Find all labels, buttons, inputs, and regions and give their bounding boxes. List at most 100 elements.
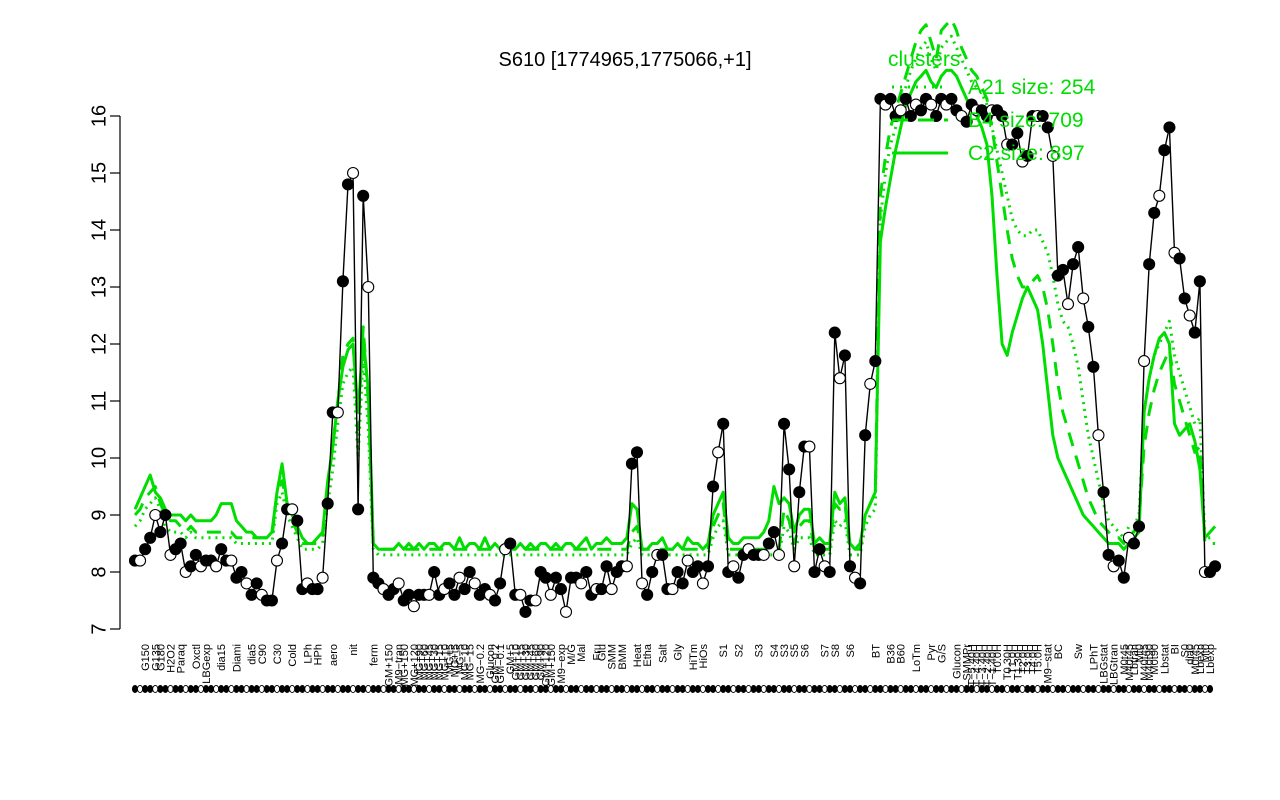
data-point — [1072, 241, 1085, 254]
data-point — [1041, 121, 1054, 134]
data-point — [1112, 554, 1125, 567]
data-point — [341, 178, 355, 191]
rug-marker — [182, 684, 189, 694]
data-point — [864, 377, 877, 390]
data-point — [554, 583, 567, 596]
legend-title: clusters — [888, 48, 960, 71]
rug-marker — [578, 684, 585, 694]
rug-marker — [862, 684, 869, 694]
rug-marker — [689, 684, 696, 694]
rug-marker — [1019, 684, 1026, 694]
rug-marker — [1201, 684, 1208, 694]
rug-marker — [1141, 684, 1148, 694]
data-point — [453, 571, 466, 584]
x-tick-label: S2 — [733, 644, 745, 657]
x-tick-label: LPh — [302, 644, 314, 664]
data-point — [139, 543, 152, 556]
rug-marker — [928, 684, 935, 694]
data-point — [843, 560, 857, 573]
x-tick-label: GM+45 — [526, 644, 538, 680]
rug-marker — [978, 684, 985, 694]
rug-marker — [491, 684, 499, 694]
rug-marker — [400, 684, 407, 694]
rug-marker — [187, 684, 194, 694]
rug-marker — [263, 684, 270, 694]
x-tick-label: MG+150 — [399, 644, 411, 687]
data-point — [519, 605, 532, 618]
rug-marker — [1024, 684, 1031, 694]
data-point — [189, 548, 202, 561]
x-tick-label: M0t90 — [1149, 644, 1161, 675]
rug-marker — [907, 684, 914, 694]
rug-marker — [628, 684, 635, 694]
rug-marker — [309, 684, 316, 694]
rug-marker — [426, 684, 433, 694]
rug-marker — [831, 684, 838, 694]
rug-marker — [334, 684, 341, 694]
x-tick-label: LBGtran — [1109, 644, 1121, 685]
data-point — [1092, 429, 1105, 442]
rug-marker — [253, 684, 260, 694]
rug-marker — [1004, 684, 1011, 694]
data-point — [945, 92, 958, 105]
rug-marker — [162, 684, 169, 694]
data-point — [838, 349, 851, 362]
rug-marker — [664, 684, 671, 694]
rug-marker — [882, 684, 889, 694]
data-point — [184, 560, 197, 573]
x-tick-label: Paraq — [176, 644, 188, 673]
data-point — [559, 605, 573, 618]
data-point — [336, 275, 349, 288]
x-tick-label: B36 — [886, 644, 898, 664]
rug-marker — [329, 684, 336, 694]
rug-marker — [131, 684, 139, 694]
rug-marker — [486, 684, 494, 694]
rug-marker — [395, 684, 402, 694]
x-tick-label: LBGstat — [1099, 644, 1111, 684]
data-point — [854, 577, 867, 590]
rug-marker — [806, 684, 813, 694]
data-point — [904, 109, 917, 123]
x-tick-label: S4 — [769, 644, 781, 657]
rug-marker — [552, 684, 559, 694]
rug-marker — [644, 684, 651, 694]
x-tick-label: GM−0.2 — [490, 644, 502, 683]
x-tick-label: Gly — [673, 644, 685, 661]
rug-marker — [1075, 684, 1082, 694]
legend-label: A21 size: 254 — [968, 76, 1096, 99]
y-tick-label: 10 — [88, 447, 110, 469]
x-tick-label: G180 — [155, 644, 167, 671]
x-tick-label: M40t45 — [1124, 644, 1136, 681]
rug-marker — [319, 684, 326, 694]
data-point — [1082, 320, 1095, 333]
data-point — [701, 560, 715, 573]
y-tick-label: 13 — [88, 276, 110, 298]
data-point — [707, 480, 720, 493]
rug-marker — [735, 684, 742, 694]
rug-marker — [1151, 684, 1158, 694]
rug-marker — [497, 684, 504, 694]
rug-marker — [791, 684, 798, 694]
rug-marker — [339, 684, 346, 694]
rug-marker — [547, 684, 554, 694]
rug-marker — [177, 684, 184, 694]
x-tick-label: T2.0H — [1017, 644, 1029, 674]
rug-marker — [897, 684, 904, 694]
rug-marker — [1064, 684, 1072, 694]
chart-title: S610 [1774965,1775066,+1] — [498, 49, 751, 71]
rug-marker — [922, 684, 930, 694]
rug-marker — [258, 684, 265, 694]
rug-marker — [568, 684, 575, 694]
rug-marker — [983, 684, 990, 694]
rug-marker — [213, 684, 220, 694]
x-tick-label: T5.0H — [1033, 644, 1045, 674]
data-point — [1153, 189, 1166, 202]
rug-marker — [988, 684, 996, 694]
rug-marker — [725, 684, 732, 694]
rug-marker — [623, 684, 630, 694]
rug-marker — [228, 684, 235, 694]
rug-marker — [1110, 684, 1117, 694]
rug-marker — [360, 684, 367, 694]
rug-marker — [1059, 684, 1066, 694]
